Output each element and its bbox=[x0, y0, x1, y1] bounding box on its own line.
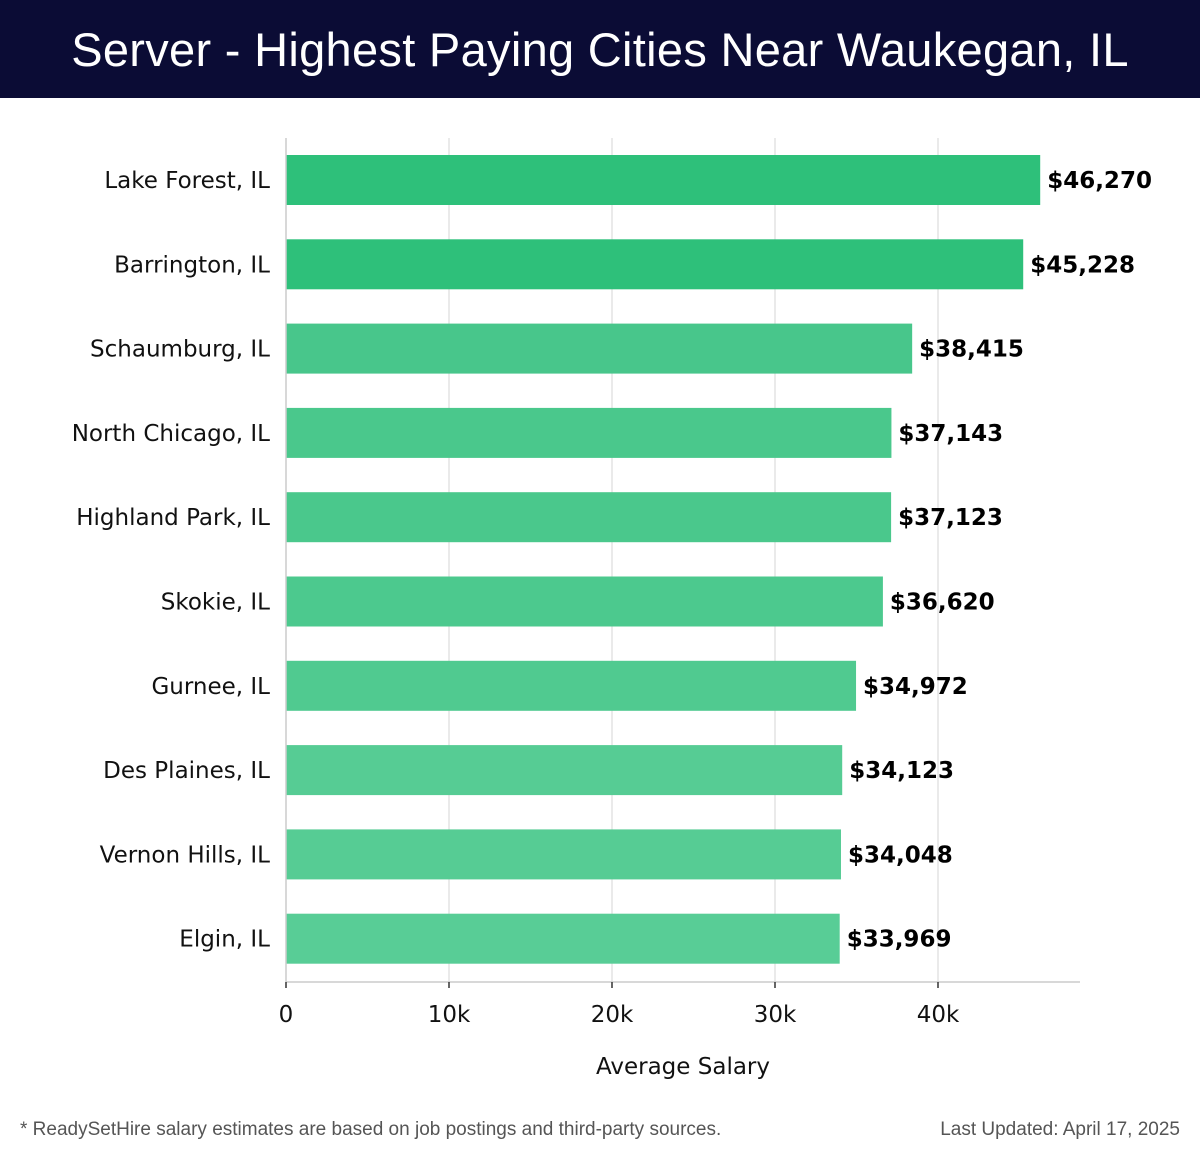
footnote: * ReadySetHire salary estimates are base… bbox=[20, 1119, 722, 1140]
value-label: $37,143 bbox=[898, 421, 1003, 447]
value-label: $45,228 bbox=[1030, 252, 1135, 278]
value-label: $34,972 bbox=[863, 674, 968, 700]
value-label: $37,123 bbox=[898, 505, 1003, 531]
bar bbox=[286, 323, 913, 374]
category-label: Elgin, IL bbox=[179, 927, 270, 953]
category-label: Vernon Hills, IL bbox=[100, 842, 271, 868]
value-label: $36,620 bbox=[890, 590, 995, 616]
x-tick-label: 0 bbox=[279, 1002, 294, 1028]
x-tick-label: 10k bbox=[428, 1002, 471, 1028]
bar bbox=[286, 492, 892, 543]
title-bar: Server - Highest Paying Cities Near Wauk… bbox=[0, 0, 1200, 98]
x-tick-label: 20k bbox=[591, 1002, 634, 1028]
category-label: Schaumburg, IL bbox=[90, 337, 270, 363]
bar bbox=[286, 660, 857, 711]
salary-bar-chart: Lake Forest, IL $46,270 Barrington, IL $45,… bbox=[72, 138, 1152, 1080]
category-label: Skokie, IL bbox=[161, 590, 270, 616]
bars: Lake Forest, IL $46,270 Barrington, IL $45,… bbox=[72, 155, 1152, 964]
value-label: $33,969 bbox=[847, 927, 952, 953]
category-label: North Chicago, IL bbox=[72, 421, 270, 447]
bar bbox=[286, 155, 1041, 205]
x-tick-label: 40k bbox=[917, 1002, 960, 1028]
bar bbox=[286, 239, 1024, 290]
bar bbox=[286, 407, 892, 458]
bar bbox=[286, 576, 883, 627]
category-label: Des Plaines, IL bbox=[103, 758, 270, 784]
page-title: Server - Highest Paying Cities Near Wauk… bbox=[71, 22, 1129, 76]
value-label: $46,270 bbox=[1047, 168, 1152, 194]
bar bbox=[286, 829, 841, 880]
x-axis-title: Average Salary bbox=[596, 1054, 770, 1080]
x-tick-label: 30k bbox=[754, 1002, 797, 1028]
category-label: Lake Forest, IL bbox=[104, 168, 270, 194]
bar bbox=[286, 913, 840, 964]
category-label: Gurnee, IL bbox=[151, 674, 270, 700]
value-label: $38,415 bbox=[919, 337, 1024, 363]
value-label: $34,123 bbox=[849, 758, 954, 784]
axes: 0 10k 20k 30k 40k bbox=[279, 138, 1080, 1028]
bar bbox=[286, 745, 843, 796]
value-label: $34,048 bbox=[848, 842, 953, 868]
category-label: Barrington, IL bbox=[114, 252, 270, 278]
last-updated: Last Updated: April 17, 2025 bbox=[940, 1119, 1180, 1140]
category-label: Highland Park, IL bbox=[76, 505, 270, 531]
